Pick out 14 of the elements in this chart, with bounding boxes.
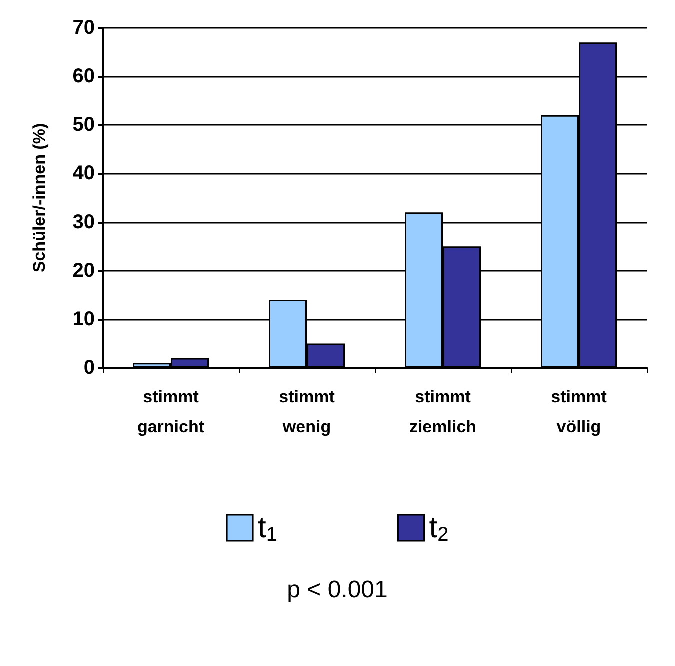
text: p < 0.001 <box>287 576 388 604</box>
y-tick-label: 30 <box>72 211 95 234</box>
y-tick-label: 20 <box>72 260 95 282</box>
x-tick-label: stimmt wenig <box>279 388 336 436</box>
y-tick-label: 40 <box>72 162 95 185</box>
y-tick-label: 60 <box>72 66 95 88</box>
x-tick-label: stimmt völlig <box>551 388 608 436</box>
x-tick-label: stimmt ziemlich <box>409 388 477 436</box>
y-tick-label: 70 <box>72 17 95 39</box>
x-tick-label: stimmt garnicht <box>137 388 205 436</box>
y-tick-label: 50 <box>72 114 95 136</box>
y-axis-title: Schüler/-innen (%) <box>30 123 49 273</box>
y-tick-label: 0 <box>84 357 95 379</box>
y-tick-label: 10 <box>72 308 95 330</box>
